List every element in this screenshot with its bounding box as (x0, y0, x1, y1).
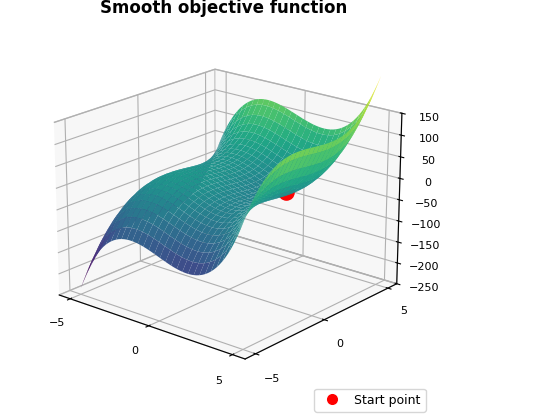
Legend: Start point: Start point (314, 388, 426, 412)
Title: Smooth objective function: Smooth objective function (100, 0, 348, 17)
